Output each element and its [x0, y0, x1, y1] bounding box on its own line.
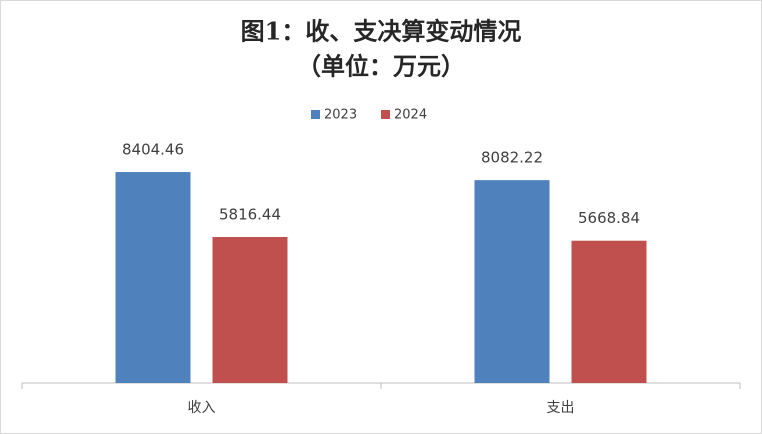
legend-swatch	[381, 110, 390, 119]
data-label: 8404.46	[122, 141, 184, 159]
data-label: 8082.22	[481, 149, 543, 167]
legend-swatch	[311, 110, 320, 119]
chart-subtitle: （单位：万元）	[297, 52, 465, 81]
chart-title: 图1：收、支决算变动情况	[241, 17, 522, 46]
x-tick-label: 收入	[188, 400, 216, 416]
bar	[212, 237, 288, 383]
legend-label: 2024	[394, 108, 427, 123]
data-label: 5816.44	[219, 206, 281, 224]
bar	[115, 172, 191, 383]
data-label: 5668.84	[578, 209, 640, 227]
x-tick-label: 支出	[547, 400, 575, 416]
legend-label: 2023	[324, 108, 357, 123]
bar	[571, 240, 647, 383]
bar	[474, 180, 550, 383]
